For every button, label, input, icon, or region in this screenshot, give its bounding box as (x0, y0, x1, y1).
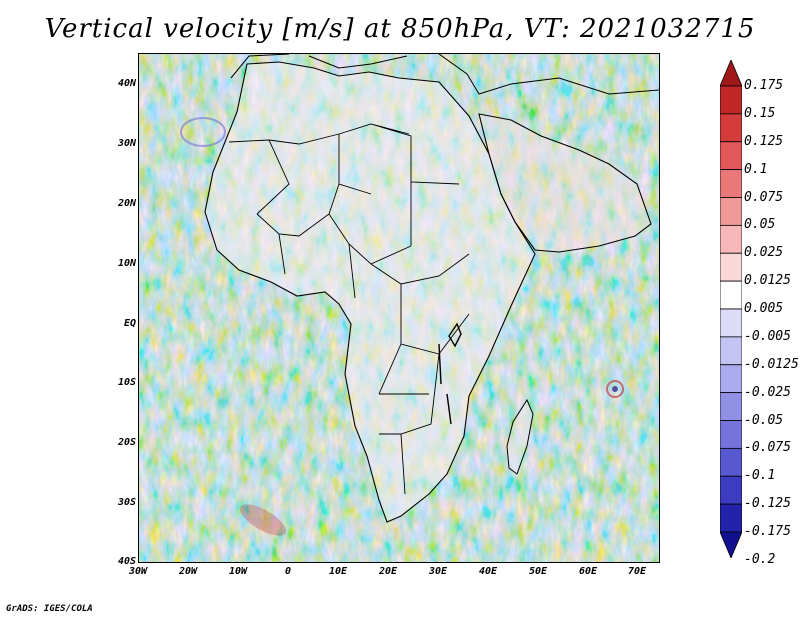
colorbar-label: -0.005 (744, 328, 791, 344)
colorbar-label: -0.025 (744, 384, 791, 400)
lon-label-10e: 10E (328, 566, 348, 577)
colorbar-label: -0.125 (744, 496, 791, 512)
colorbar-swatch (720, 336, 742, 366)
colorbar-swatch (720, 420, 742, 449)
colorbar-swatch (720, 447, 742, 477)
colorbar-swatch (720, 280, 742, 310)
continent-africa (204, 61, 536, 523)
lat-label-20s: 20S (117, 437, 136, 448)
colorbar-swatch (720, 141, 742, 171)
lat-label-10n: 10N (117, 258, 136, 269)
colorbar-top-arrow (720, 60, 742, 87)
lon-label-60e: 60E (578, 566, 598, 577)
lat-label-40s: 40S (117, 556, 136, 567)
colorbar (720, 60, 742, 558)
footer-credit: GrADS: IGES/COLA (6, 604, 93, 614)
country-borders (228, 123, 470, 495)
lon-label-20e: 20E (378, 566, 398, 577)
colorbar-swatch (720, 364, 742, 394)
colorbar-label: -0.05 (744, 412, 784, 428)
cyclone-swirl-east (606, 380, 624, 398)
lat-label-30n: 30N (117, 138, 136, 149)
colorbar-swatch (720, 503, 742, 533)
lat-label-30s: 30S (117, 497, 136, 508)
lat-label-10s: 10S (117, 377, 136, 388)
map-title: Vertical velocity [m/s] at 850hPa, VT: 2… (44, 14, 756, 44)
frontal-band-southwest (239, 504, 287, 536)
colorbar-swatch (720, 308, 742, 338)
great-lakes (438, 322, 462, 425)
colorbar-label: 0.005 (744, 301, 784, 316)
lat-label-eq: EQ (123, 318, 136, 329)
colorbar-swatch (720, 224, 742, 254)
arabian-peninsula (478, 113, 652, 253)
colorbar-label: -0.175 (744, 524, 791, 539)
madagascar (506, 398, 534, 475)
colorbar-swatch (720, 85, 742, 115)
lat-label-20n: 20N (117, 198, 136, 209)
colorbar-label: 0.15 (744, 105, 776, 121)
colorbar-swatch (720, 252, 742, 282)
map-panel (138, 53, 660, 563)
lon-label-70e: 70E (627, 566, 647, 577)
europe-coast (230, 54, 659, 95)
colorbar-label: 0.0125 (744, 273, 791, 289)
colorbar-label: 0.175 (744, 78, 784, 93)
colorbar-label: 0.05 (744, 217, 776, 233)
lon-label-50e: 50E (528, 566, 548, 577)
lon-label-30e: 30E (428, 566, 448, 577)
colorbar-swatch (720, 475, 742, 505)
cyclone-swirl-atlantic (180, 117, 226, 147)
colorbar-label: -0.075 (744, 440, 791, 456)
colorbar-swatch (720, 197, 742, 226)
lon-label-40e: 40E (478, 566, 498, 577)
lon-label-20w: 20W (178, 566, 198, 577)
colorbar-label: -0.1 (744, 468, 776, 484)
colorbar-bottom-arrow (720, 531, 742, 558)
colorbar-label: -0.0125 (744, 356, 799, 372)
lon-label-0: 0 (284, 566, 292, 577)
colorbar-swatch (720, 392, 742, 421)
colorbar-swatch (720, 113, 742, 143)
colorbar-label: 0.025 (744, 245, 784, 261)
colorbar-swatch (720, 169, 742, 198)
colorbar-label: 0.075 (744, 189, 784, 205)
colorbar-label: -0.2 (744, 551, 776, 567)
colorbar-label: 0.1 (744, 161, 768, 177)
lon-label-30w: 30W (128, 566, 148, 577)
vertical-velocity-field (139, 54, 659, 562)
colorbar-label: 0.125 (744, 133, 784, 149)
lon-label-10w: 10W (228, 566, 248, 577)
lat-label-40n: 40N (117, 78, 136, 89)
